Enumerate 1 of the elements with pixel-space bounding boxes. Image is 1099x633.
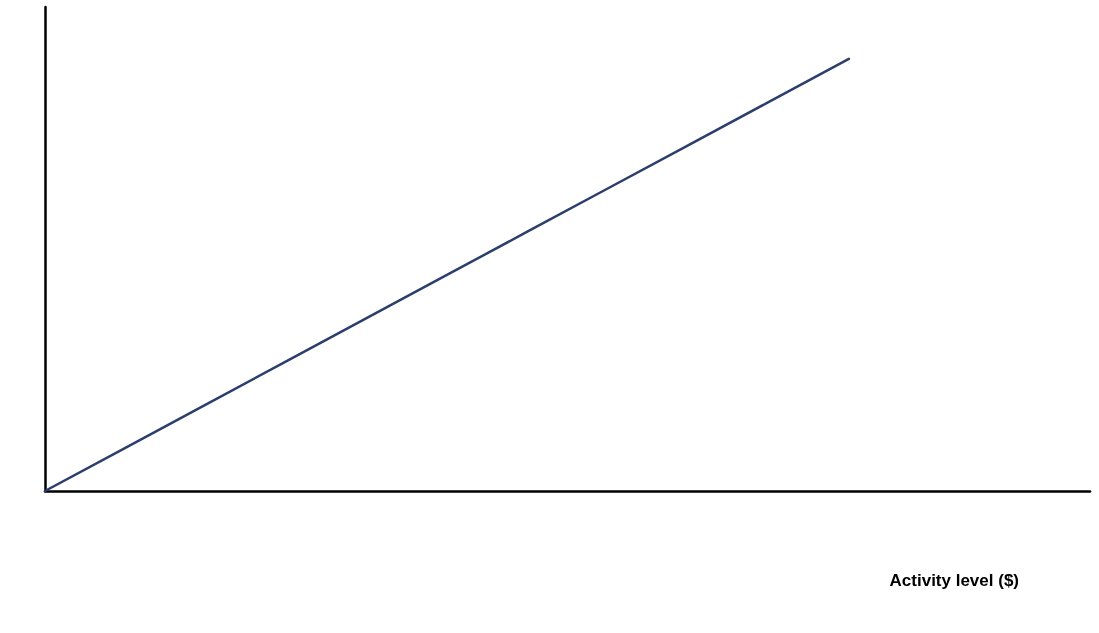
x-axis-title: Activity level ($) bbox=[889, 571, 1020, 590]
